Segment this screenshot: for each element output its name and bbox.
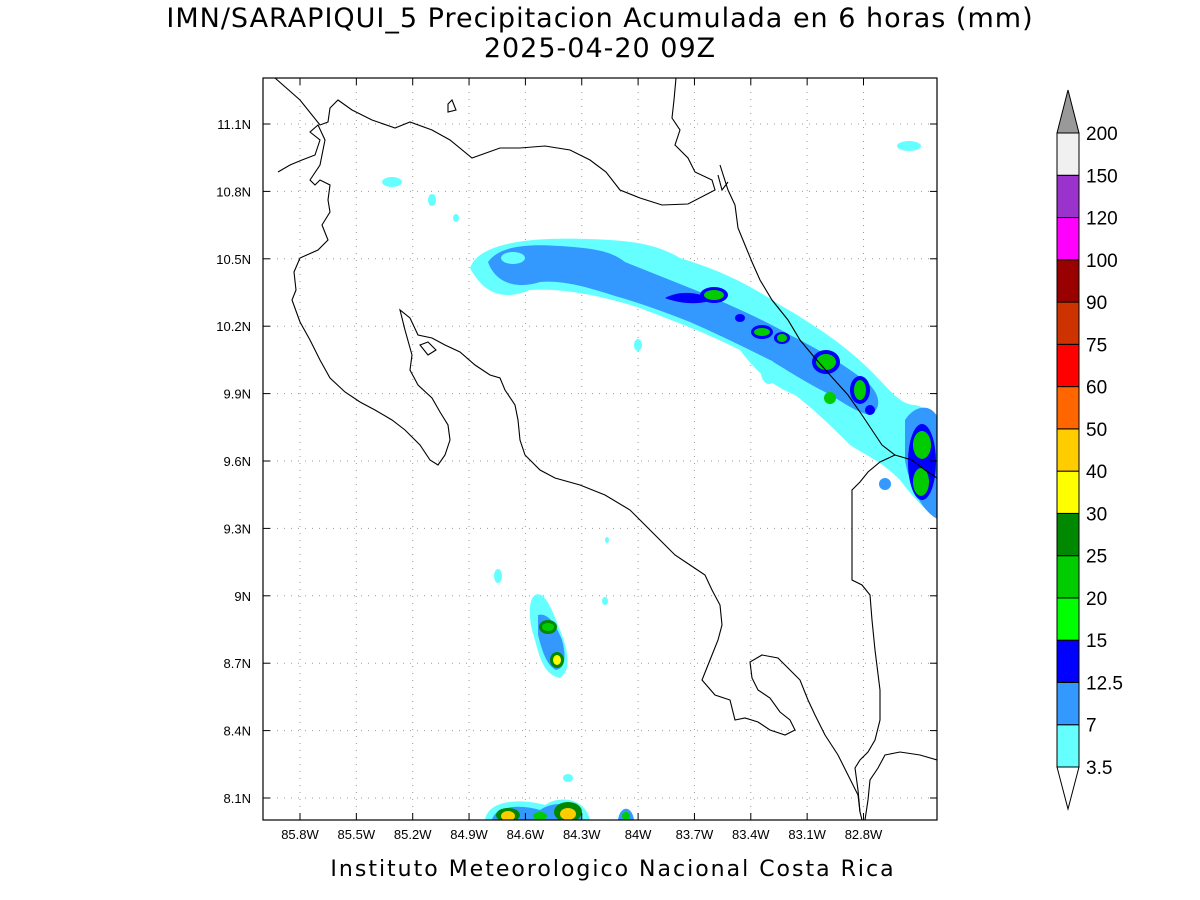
lon-label: 82.8W [845,827,883,842]
colorbar-swatch [1056,174,1080,219]
lon-label: 85.8W [281,827,319,842]
colorbar-swatch [1056,512,1080,557]
lon-label: 84.9W [450,827,488,842]
precipitation-field [382,141,937,820]
colorbar-label: 7 [1086,716,1097,737]
colorbar-swatch [1056,639,1080,683]
precip-band-north [470,238,937,519]
precip-cell-southwest [485,799,634,820]
nicoya-coast [277,124,863,820]
colorbar-label: 75 [1086,335,1107,356]
colorbar-label: 90 [1086,293,1107,314]
lon-label: 83.7W [676,827,714,842]
lat-label: 9N [234,589,251,604]
colorbar-swatch [1056,428,1080,472]
colorbar-label: 150 [1086,166,1118,187]
colorbar-label: 60 [1086,378,1107,399]
lon-label: 84.3W [563,827,601,842]
lon-label: 85.2W [394,827,432,842]
lon-label: 84W [625,827,652,842]
nicaragua-border [717,174,729,192]
lat-label: 9.9N [224,387,251,402]
lon-label: 85.5W [338,827,376,842]
precip-cell-east [879,407,937,519]
footer-credit: Instituto Meteorologico Nacional Costa R… [330,857,896,882]
colorbar-label: 30 [1086,504,1107,525]
colorbar-label: 40 [1086,462,1107,483]
colorbar-max-arrow [1056,89,1080,134]
peninsula-inlet [419,341,437,356]
lat-label: 8.4N [224,724,251,739]
lat-label: 8.7N [224,656,251,671]
lat-label: 10.8N [216,184,251,199]
colorbar-swatch [1056,555,1080,599]
map-title: IMN/SARAPIQUI_5 Precipitacion Acumulada … [166,3,1034,34]
map-grid [263,78,937,820]
colorbar-swatch [1056,132,1080,176]
colorbar-swatch [1056,301,1080,345]
colorbar-label: 50 [1086,420,1107,441]
caribbean-coast [719,164,937,479]
colorbar-label: 120 [1086,209,1118,230]
lat-label: 8.1N [224,791,251,806]
colorbar-label: 3.5 [1086,758,1112,779]
colorbar-label: 100 [1086,251,1118,272]
lon-label: 83.1W [788,827,826,842]
lat-label: 9.3N [224,521,251,536]
latitude-labels: 11.1N 10.8N 10.5N 10.2N 9.9N 9.6N 9.3N 9N 8.7N 8.… [216,117,251,806]
lat-label: 9.6N [224,454,251,469]
colorbar-swatch [1056,343,1080,388]
lat-label: 10.5N [216,252,251,267]
colorbar-label: 20 [1086,589,1107,610]
colorbar-min-arrow [1056,766,1080,811]
map-frame [262,77,938,821]
precip-cells-scattered [382,141,921,782]
lat-label: 11.1N [217,117,251,132]
colorbar-swatch [1056,386,1080,430]
axis-ticks [263,78,937,820]
lon-label: 83.4W [732,827,770,842]
lake-island [447,99,457,113]
lake-nicaragua-coast [274,78,716,206]
colorbar-label: 200 [1086,124,1118,145]
colorbar-label: 12.5 [1086,673,1123,694]
colorbar-swatch [1056,597,1080,641]
colorbar-swatch [1056,259,1080,303]
panama-coast [864,751,937,820]
lon-label: 84.6W [507,827,545,842]
colorbar-label: 15 [1086,631,1107,652]
longitude-labels: 85.8W 85.5W 85.2W 84.9W 84.6W 84.3W 84W 83.7W 83… [281,827,883,842]
colorbar-swatch [1056,724,1080,768]
map-subtitle-datetime: 2025-04-20 09Z [483,33,717,64]
colorbar-swatch [1056,470,1080,514]
coastlines-borders [274,78,937,820]
colorbar-swatch [1056,217,1080,261]
panama-border [851,454,896,813]
precip-cell-south [529,594,568,678]
colorbar: 3.5 7 12.5 15 20 25 30 40 50 60 75 90 100 120 150 200 [1056,89,1123,811]
colorbar-label: 25 [1086,547,1107,568]
lat-label: 10.2N [216,319,251,334]
colorbar-swatch [1056,681,1080,726]
